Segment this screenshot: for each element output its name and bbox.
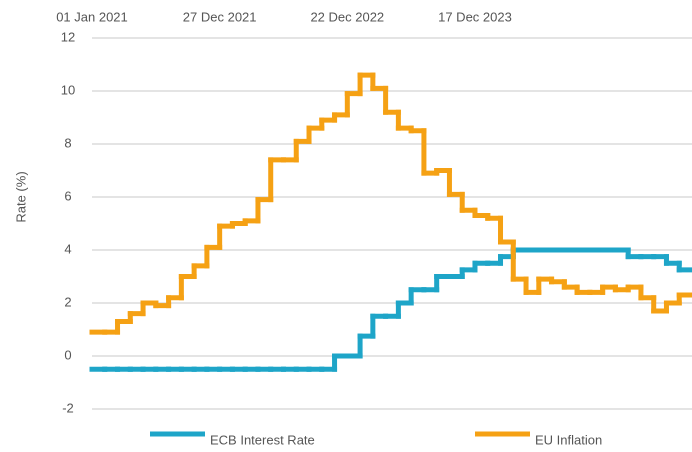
x-tick-label: 22 Dec 2022 — [310, 9, 384, 24]
x-tick-label: 27 Dec 2021 — [183, 9, 257, 24]
x-tick-label: 17 Dec 2023 — [438, 9, 512, 24]
series-line — [89, 247, 692, 372]
x-tick-label: 01 Jan 2021 — [56, 9, 128, 24]
legend-label: ECB Interest Rate — [210, 432, 315, 447]
y-tick-label: 2 — [64, 294, 71, 309]
y-tick-label: 8 — [64, 135, 71, 150]
y-tick-label: 4 — [64, 241, 71, 256]
y-tick-label: 10 — [61, 82, 75, 97]
y-tick-label: -2 — [62, 400, 74, 415]
series-line — [89, 72, 692, 335]
y-tick-label: 12 — [61, 29, 75, 44]
step-riser — [102, 247, 682, 372]
y-axis-label: Rate (%) — [13, 171, 28, 222]
y-tick-label: 0 — [64, 347, 71, 362]
legend-label: EU Inflation — [535, 432, 602, 447]
y-tick-label: 6 — [64, 188, 71, 203]
